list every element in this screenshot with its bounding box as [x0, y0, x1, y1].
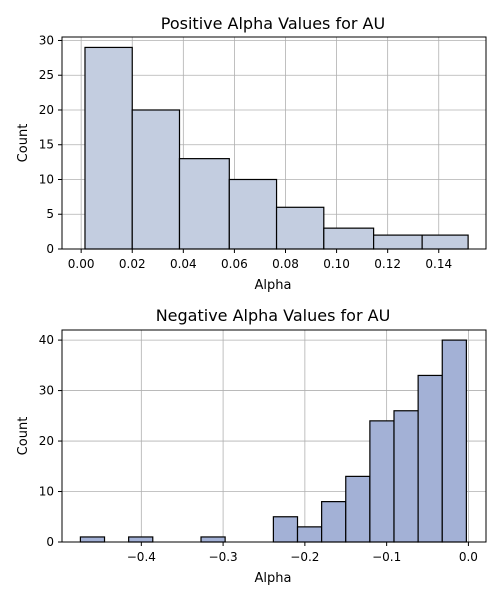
histogram-bar [275, 206, 325, 250]
x-axis-ticks: −0.4 −0.3 −0.2 −0.1 0.0 [127, 542, 478, 564]
y-tick-label: 0 [46, 535, 54, 549]
histogram-bar [178, 158, 230, 250]
y-tick-label: 20 [39, 103, 54, 117]
histogram-bar [393, 410, 419, 543]
chart-title: Positive Alpha Values for AU [161, 14, 385, 33]
x-tick-label: 0.00 [68, 257, 95, 271]
histogram-bar [323, 227, 375, 250]
y-tick-label: 40 [39, 333, 54, 347]
histogram-bar [200, 536, 226, 543]
histogram-bar [421, 234, 469, 250]
histogram-bar [131, 109, 181, 250]
x-tick-label: −0.4 [127, 550, 156, 564]
histogram-bar [84, 46, 133, 250]
y-tick-label: 10 [39, 172, 54, 186]
x-axis-label: Alpha [255, 278, 292, 293]
y-axis-ticks: 0 5 10 15 20 25 30 [39, 33, 62, 256]
histogram-bar [369, 420, 395, 543]
y-tick-label: 20 [39, 434, 54, 448]
y-tick-label: 30 [39, 33, 54, 47]
histogram-bar [272, 516, 299, 543]
x-tick-label: 0.04 [170, 257, 197, 271]
chart-panel-positive-alpha: Positive Alpha Values for AU Alpha Count… [16, 14, 487, 293]
histogram-bar [373, 234, 423, 250]
histogram-bar [345, 475, 371, 543]
x-tick-label: 0.10 [323, 257, 350, 271]
y-tick-label: 10 [39, 485, 54, 499]
histogram-bar [296, 526, 323, 543]
x-tick-label: −0.1 [372, 550, 401, 564]
histogram-bars [79, 339, 467, 543]
x-tick-label: 0.0 [459, 550, 478, 564]
histogram-bar [321, 501, 347, 543]
histogram-bars [84, 46, 469, 250]
y-axis-ticks: 0 10 20 30 40 [39, 333, 62, 549]
x-tick-label: 0.08 [272, 257, 299, 271]
histogram-bar [128, 536, 154, 543]
plot-frame [61, 329, 487, 543]
y-tick-label: 0 [46, 242, 54, 256]
plot-frame [61, 36, 487, 250]
y-tick-label: 25 [39, 68, 54, 82]
y-tick-label: 30 [39, 384, 54, 398]
x-axis-label: Alpha [255, 571, 292, 586]
histogram-bar [417, 374, 443, 543]
x-tick-label: 0.12 [374, 257, 401, 271]
y-tick-label: 5 [46, 207, 54, 221]
y-tick-label: 15 [39, 138, 54, 152]
y-axis-label: Count [16, 124, 31, 163]
y-axis-label: Count [16, 417, 31, 456]
x-axis-ticks: 0.00 0.02 0.04 0.06 0.08 0.10 0.12 0.14 [68, 249, 452, 271]
histogram-bar [79, 536, 106, 543]
histogram-bar [228, 178, 278, 250]
x-tick-label: 0.06 [221, 257, 248, 271]
chart-panel-negative-alpha: Negative Alpha Values for AU Alpha Count… [16, 306, 487, 586]
chart-title: Negative Alpha Values for AU [156, 306, 391, 325]
x-tick-label: 0.02 [119, 257, 146, 271]
x-tick-label: 0.14 [425, 257, 452, 271]
x-tick-label: −0.3 [209, 550, 238, 564]
x-tick-label: −0.2 [290, 550, 319, 564]
histogram-bar [441, 339, 467, 543]
